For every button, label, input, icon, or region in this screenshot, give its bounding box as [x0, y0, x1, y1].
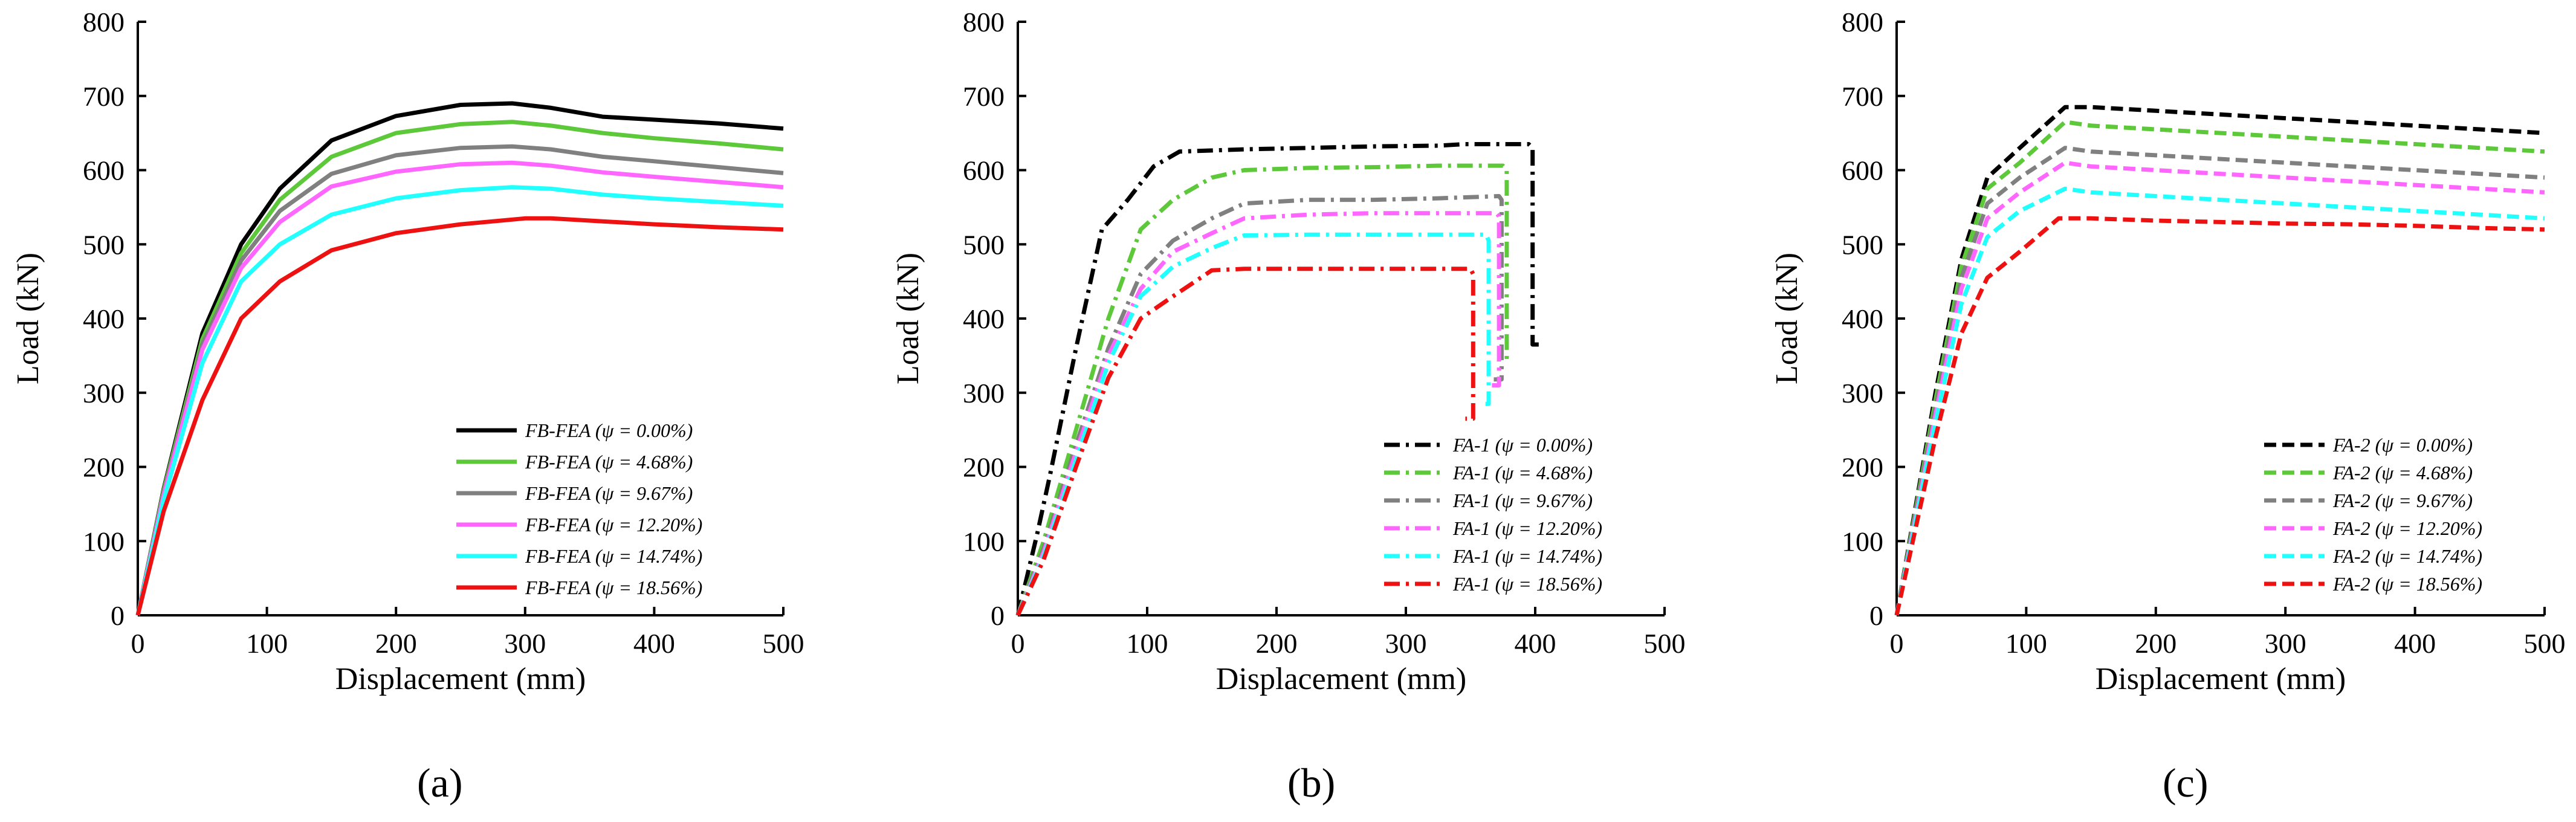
legend-label: FA-1 (ψ = 0.00%)	[1452, 434, 1593, 456]
y-tick-label: 500	[83, 229, 125, 260]
y-tick-label: 600	[963, 155, 1005, 186]
legend: FB-FEA (ψ = 0.00%) FB-FEA (ψ = 4.68%) FB-F…	[456, 419, 702, 598]
y-axis-label: Load (kN)	[11, 253, 45, 384]
legend: FA-1 (ψ = 0.00%) FA-1 (ψ = 4.68%) FA-1 (ψ …	[1384, 434, 1602, 595]
x-tick-label: 200	[1256, 628, 1298, 659]
legend-label: FB-FEA (ψ = 14.74%)	[525, 545, 702, 567]
legend-label: FA-1 (ψ = 9.67%)	[1452, 490, 1593, 511]
y-tick-label: 400	[1842, 303, 1883, 334]
series-line-5	[1894, 186, 2545, 616]
legend-label: FB-FEA (ψ = 12.20%)	[525, 514, 702, 536]
x-tick-label: 300	[2265, 628, 2306, 659]
series-line-3	[135, 144, 784, 616]
panel-label: (c)	[2163, 760, 2208, 806]
y-tick-label: 400	[963, 303, 1005, 334]
legend-label: FB-FEA (ψ = 18.56%)	[525, 577, 702, 598]
legend-label: FA-1 (ψ = 4.68%)	[1452, 462, 1593, 484]
x-tick-label: 500	[2524, 628, 2566, 659]
y-tick-label: 0	[111, 600, 125, 631]
y-tick-label: 700	[1842, 81, 1883, 112]
x-tick-label: 400	[2394, 628, 2436, 659]
series-line-4	[1015, 211, 1501, 616]
legend-label: FA-2 (ψ = 4.68%)	[2332, 462, 2473, 484]
legend-label: FA-2 (ψ = 18.56%)	[2332, 573, 2482, 595]
series-line-1	[1015, 142, 1542, 616]
x-tick-label: 400	[1515, 628, 1556, 659]
y-tick-label: 200	[83, 452, 125, 483]
panel-label: (a)	[417, 760, 462, 806]
series-line-1	[1894, 105, 2545, 616]
series-line-3	[1015, 194, 1504, 616]
x-tick-label: 100	[246, 628, 288, 659]
x-tick-label: 500	[763, 628, 804, 659]
legend-label: FA-1 (ψ = 18.56%)	[1452, 573, 1602, 595]
series-line-4	[135, 160, 784, 616]
y-tick-label: 700	[963, 81, 1005, 112]
x-tick-label: 400	[633, 628, 675, 659]
series-line-6	[135, 216, 784, 616]
y-tick-label: 600	[1842, 155, 1883, 186]
x-tick-label: 200	[2135, 628, 2176, 659]
y-tick-label: 600	[83, 155, 125, 186]
chart-panel-3: 0 100 200 300 400 500 600 700 800 0 100 200 300 400 50…	[1770, 7, 2566, 806]
y-tick-label: 300	[1842, 378, 1883, 409]
legend-label: FA-1 (ψ = 14.74%)	[1452, 545, 1602, 567]
series-line-5	[1015, 232, 1491, 616]
x-tick-label: 300	[1385, 628, 1427, 659]
y-tick-label: 500	[1842, 229, 1883, 260]
legend-label: FA-1 (ψ = 12.20%)	[1452, 517, 1602, 539]
y-tick-label: 100	[1842, 526, 1883, 557]
legend-label: FA-2 (ψ = 9.67%)	[2332, 490, 2473, 511]
x-axis-label: Displacement (mm)	[1216, 662, 1466, 696]
y-axis-label: Load (kN)	[891, 253, 925, 384]
y-tick-label: 300	[963, 378, 1005, 409]
series-line-5	[135, 185, 784, 616]
y-tick-label: 100	[83, 526, 125, 557]
y-tick-label: 200	[963, 452, 1005, 483]
y-axis-label: Load (kN)	[1770, 253, 1804, 384]
x-tick-label: 500	[1644, 628, 1686, 659]
x-tick-label: 100	[1127, 628, 1168, 659]
y-tick-label: 200	[1842, 452, 1883, 483]
y-tick-label: 700	[83, 81, 125, 112]
y-tick-label: 800	[1842, 7, 1883, 37]
chart-panel-1: 0 100 200 300 400 500 600 700 800 0 100 200 300 400 50…	[11, 7, 804, 806]
x-axis-label: Displacement (mm)	[2095, 662, 2346, 696]
series-line-4	[1894, 160, 2545, 616]
y-tick-label: 0	[991, 600, 1005, 631]
series-line-2	[1894, 120, 2545, 616]
x-tick-label: 300	[504, 628, 546, 659]
legend-label: FA-2 (ψ = 0.00%)	[2332, 434, 2473, 456]
y-tick-label: 0	[1869, 600, 1883, 631]
series-line-6	[1894, 216, 2545, 616]
series-line-2	[1015, 163, 1509, 616]
y-tick-label: 800	[963, 7, 1005, 37]
y-tick-label: 300	[83, 378, 125, 409]
legend-label: FB-FEA (ψ = 9.67%)	[525, 482, 693, 504]
x-tick-label: 100	[2005, 628, 2047, 659]
x-axis-label: Displacement (mm)	[335, 662, 586, 696]
legend: FA-2 (ψ = 0.00%) FA-2 (ψ = 4.68%) FA-2 (ψ …	[2264, 434, 2482, 595]
y-tick-label: 800	[83, 7, 125, 37]
series-line-1	[135, 101, 784, 616]
chart-panel-2: 0 100 200 300 400 500 600 700 800 0 100 200 300 400 50…	[891, 7, 1686, 806]
legend-label: FB-FEA (ψ = 4.68%)	[525, 451, 693, 473]
x-tick-label: 200	[375, 628, 417, 659]
legend-label: FA-2 (ψ = 12.20%)	[2332, 517, 2482, 539]
x-tick-label: 0	[131, 628, 145, 659]
legend-label: FB-FEA (ψ = 0.00%)	[525, 419, 693, 441]
y-tick-label: 400	[83, 303, 125, 334]
x-tick-label: 0	[1890, 628, 1904, 659]
series-line-2	[135, 120, 784, 616]
y-tick-label: 100	[963, 526, 1005, 557]
y-tick-label: 500	[963, 229, 1005, 260]
panel-label: (b)	[1287, 760, 1335, 806]
series-line-3	[1894, 146, 2545, 616]
legend-label: FA-2 (ψ = 14.74%)	[2332, 545, 2482, 567]
series-line-6	[1015, 267, 1475, 616]
x-tick-label: 0	[1011, 628, 1025, 659]
